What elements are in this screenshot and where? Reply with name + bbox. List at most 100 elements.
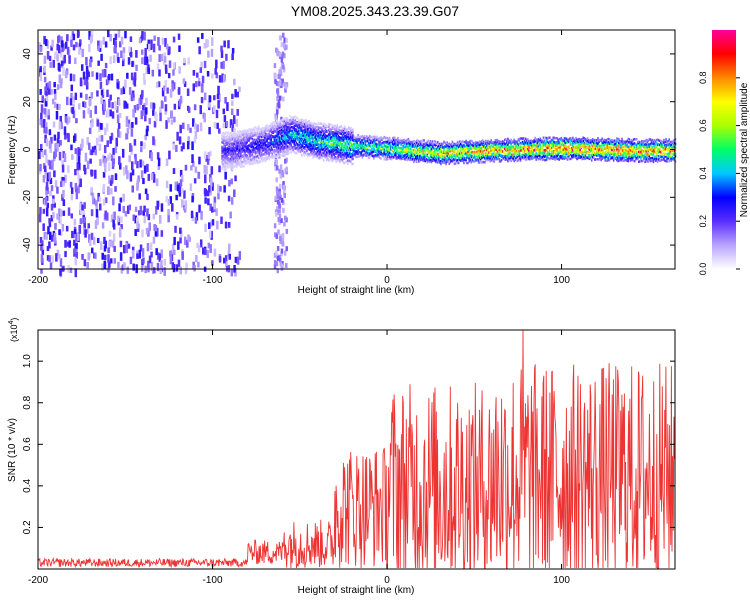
heatmap-cell	[241, 132, 243, 136]
heatmap-cell	[511, 156, 513, 160]
heatmap-cell	[323, 126, 326, 130]
heatmap-cell	[230, 178, 233, 185]
heatmap-cell	[411, 149, 414, 152]
heatmap-cell	[247, 129, 250, 132]
heatmap-cell	[372, 144, 374, 148]
heatmap-cell	[223, 167, 225, 170]
heatmap-cell	[311, 135, 313, 138]
heatmap-cell	[380, 149, 383, 153]
heatmap-cell	[367, 151, 370, 155]
heatmap-cell	[463, 161, 465, 165]
heatmap-cell	[300, 121, 303, 124]
heatmap-cell	[223, 40, 226, 48]
heatmap-cell	[229, 136, 232, 140]
heatmap-cell	[118, 131, 122, 138]
heatmap-cell	[245, 149, 247, 153]
heatmap-cell	[48, 160, 52, 170]
heatmap-cell	[234, 144, 237, 147]
heatmap-cell	[379, 136, 381, 140]
heatmap-cell	[470, 151, 473, 154]
heatmap-cell	[303, 138, 306, 141]
heatmap-cell	[348, 139, 351, 143]
heatmap-cell	[53, 202, 56, 208]
heatmap-cell	[337, 127, 340, 130]
heatmap-cell	[226, 166, 229, 169]
heatmap-cell	[408, 140, 411, 143]
heatmap-cell	[84, 152, 88, 162]
heatmap-cell	[302, 134, 305, 137]
heatmap-cell	[511, 154, 513, 157]
heatmap-cell	[276, 206, 279, 212]
heatmap-cell	[502, 143, 505, 147]
heatmap-cell	[418, 155, 420, 159]
heatmap-cell	[271, 134, 274, 138]
heatmap-cell	[275, 119, 278, 123]
heatmap-cell	[66, 241, 70, 247]
heatmap-cell	[436, 157, 439, 160]
heatmap-cell	[424, 142, 426, 145]
heatmap-cell	[222, 146, 224, 149]
heatmap-cell	[384, 149, 387, 153]
heatmap-cell	[316, 154, 319, 157]
heatmap-cell	[389, 157, 392, 161]
heatmap-cell	[117, 215, 120, 223]
heatmap-cell	[280, 145, 283, 149]
heatmap-cell	[267, 149, 269, 152]
heatmap-cell	[182, 78, 186, 84]
heatmap-cell	[186, 141, 190, 150]
heatmap-cell	[103, 260, 106, 270]
heatmap-cell	[244, 154, 246, 158]
heatmap-cell	[428, 157, 431, 160]
heatmap-cell	[229, 163, 232, 166]
heatmap-cell	[156, 63, 160, 70]
heatmap-cell	[470, 154, 473, 158]
heatmap-cell	[376, 135, 378, 139]
heatmap-cell	[505, 156, 507, 160]
heatmap-cell	[461, 159, 463, 162]
heatmap-cell	[517, 153, 520, 156]
heatmap-cell	[310, 141, 312, 144]
heatmap-cell	[280, 248, 284, 254]
heatmap-cell	[307, 143, 309, 146]
heatmap-cell	[314, 151, 317, 154]
heatmap-cell	[445, 153, 447, 157]
heatmap-cell	[274, 165, 277, 171]
heatmap-cell	[302, 139, 305, 143]
heatmap-cell	[102, 154, 105, 164]
heatmap-cell	[315, 123, 318, 126]
heatmap-cell	[324, 143, 327, 146]
heatmap-cell	[272, 128, 275, 132]
heatmap-cell	[395, 138, 397, 142]
heatmap-cell	[300, 145, 303, 148]
heatmap-cell	[159, 112, 162, 122]
heatmap-cell	[337, 150, 340, 154]
heatmap-cell	[50, 45, 53, 51]
heatmap-cell	[436, 161, 439, 164]
heatmap-cell	[243, 157, 245, 160]
heatmap-cell	[330, 136, 332, 139]
heatmap-cell	[70, 187, 74, 194]
heatmap-cell	[332, 143, 334, 146]
heatmap-cell	[387, 142, 390, 146]
heatmap-cell	[189, 183, 193, 191]
heatmap-cell	[300, 139, 303, 143]
heatmap-cell	[90, 30, 94, 37]
heatmap-cell	[40, 112, 43, 120]
heatmap-cell	[307, 123, 309, 126]
heatmap-cell	[231, 160, 234, 163]
heatmap-cell	[557, 138, 559, 142]
heatmap-cell	[392, 136, 395, 139]
heatmap-cell	[289, 133, 291, 136]
heatmap-cell	[45, 186, 48, 196]
heatmap-cell	[87, 234, 91, 243]
heatmap-cell	[141, 90, 144, 97]
heatmap-cell	[233, 133, 236, 136]
heatmap-cell	[239, 130, 241, 133]
heatmap-cell	[351, 131, 353, 134]
heatmap-cell	[247, 148, 250, 151]
heatmap-cell	[168, 150, 171, 160]
heatmap-cell	[351, 138, 353, 142]
heatmap-cell	[322, 143, 325, 147]
heatmap-cell	[223, 257, 226, 264]
heatmap-cell	[376, 154, 378, 157]
